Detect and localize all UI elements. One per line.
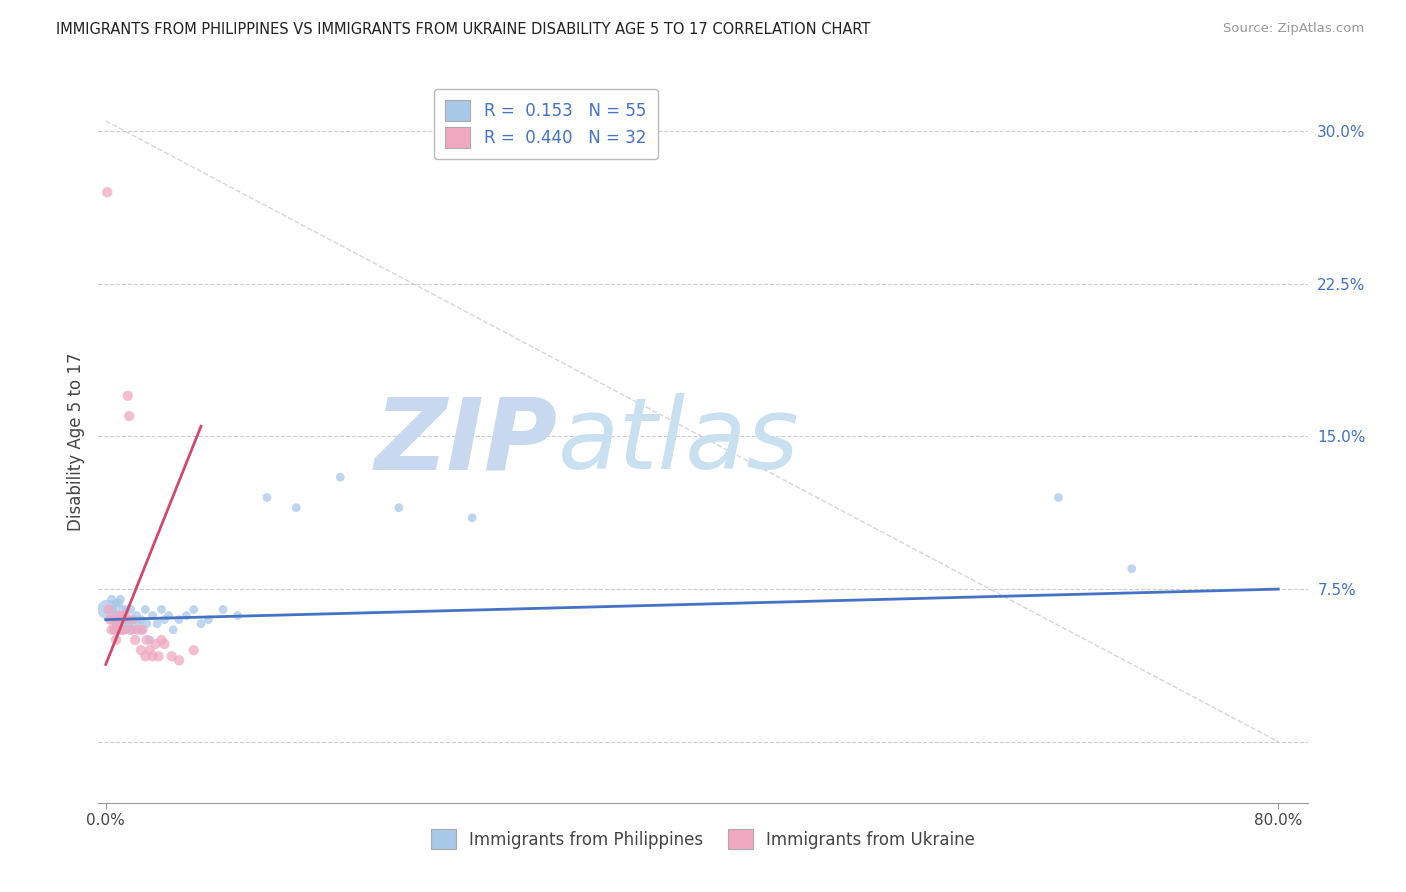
Point	[110, 592, 132, 607]
Point	[117, 613, 139, 627]
Point	[150, 632, 173, 647]
Point	[131, 623, 153, 637]
Point	[138, 632, 160, 647]
Point	[107, 623, 129, 637]
Point	[114, 608, 136, 623]
Point	[101, 613, 124, 627]
Point	[167, 653, 190, 667]
Point	[135, 632, 157, 647]
Point	[183, 602, 205, 616]
Text: IMMIGRANTS FROM PHILIPPINES VS IMMIGRANTS FROM UKRAINE DISABILITY AGE 5 TO 17 CO: IMMIGRANTS FROM PHILIPPINES VS IMMIGRANT…	[56, 22, 870, 37]
Point	[120, 602, 142, 616]
Point	[176, 608, 198, 623]
Point	[110, 623, 132, 637]
Point	[100, 623, 122, 637]
Point	[160, 649, 183, 664]
Point	[190, 616, 212, 631]
Point	[111, 613, 134, 627]
Point	[114, 616, 136, 631]
Point	[105, 616, 128, 631]
Point	[145, 637, 167, 651]
Point	[112, 623, 135, 637]
Point	[134, 649, 156, 664]
Point	[117, 389, 139, 403]
Point	[112, 613, 135, 627]
Point	[226, 608, 249, 623]
Point	[107, 608, 129, 623]
Point	[121, 623, 143, 637]
Point	[105, 632, 128, 647]
Point	[134, 602, 156, 616]
Point	[388, 500, 411, 515]
Point	[153, 613, 176, 627]
Point	[1047, 491, 1070, 505]
Point	[150, 602, 173, 616]
Point	[1121, 562, 1143, 576]
Point	[122, 613, 145, 627]
Point	[108, 596, 131, 610]
Point	[110, 608, 132, 623]
Point	[127, 623, 149, 637]
Point	[96, 602, 118, 616]
Point	[100, 592, 122, 607]
Y-axis label: Disability Age 5 to 17: Disability Age 5 to 17	[66, 352, 84, 531]
Point	[108, 616, 131, 631]
Point	[120, 623, 142, 637]
Point	[98, 613, 121, 627]
Point	[124, 632, 146, 647]
Point	[103, 623, 125, 637]
Point	[146, 616, 169, 631]
Point	[142, 608, 165, 623]
Legend: Immigrants from Philippines, Immigrants from Ukraine: Immigrants from Philippines, Immigrants …	[420, 819, 986, 860]
Point	[110, 623, 132, 637]
Point	[118, 616, 141, 631]
Point	[115, 602, 138, 616]
Point	[129, 643, 152, 657]
Point	[212, 602, 235, 616]
Point	[97, 602, 120, 616]
Point	[108, 608, 131, 623]
Point	[98, 613, 121, 627]
Point	[112, 623, 135, 637]
Point	[129, 613, 152, 627]
Point	[103, 613, 125, 627]
Point	[157, 608, 180, 623]
Text: Source: ZipAtlas.com: Source: ZipAtlas.com	[1223, 22, 1364, 36]
Point	[127, 616, 149, 631]
Point	[125, 608, 148, 623]
Point	[285, 500, 308, 515]
Point	[183, 643, 205, 657]
Point	[124, 623, 146, 637]
Point	[162, 623, 184, 637]
Point	[153, 637, 176, 651]
Point	[105, 596, 128, 610]
Point	[111, 613, 134, 627]
Point	[329, 470, 352, 484]
Point	[142, 649, 165, 664]
Point	[197, 613, 219, 627]
Point	[138, 643, 160, 657]
Point	[111, 602, 134, 616]
Text: atlas: atlas	[558, 393, 800, 490]
Point	[461, 511, 484, 525]
Point	[135, 616, 157, 631]
Point	[256, 491, 278, 505]
Point	[101, 602, 124, 616]
Text: ZIP: ZIP	[375, 393, 558, 490]
Point	[107, 616, 129, 631]
Point	[96, 185, 118, 199]
Point	[148, 649, 170, 664]
Point	[131, 623, 153, 637]
Point	[121, 613, 143, 627]
Point	[167, 613, 190, 627]
Point	[115, 623, 138, 637]
Point	[101, 623, 124, 637]
Point	[118, 409, 141, 423]
